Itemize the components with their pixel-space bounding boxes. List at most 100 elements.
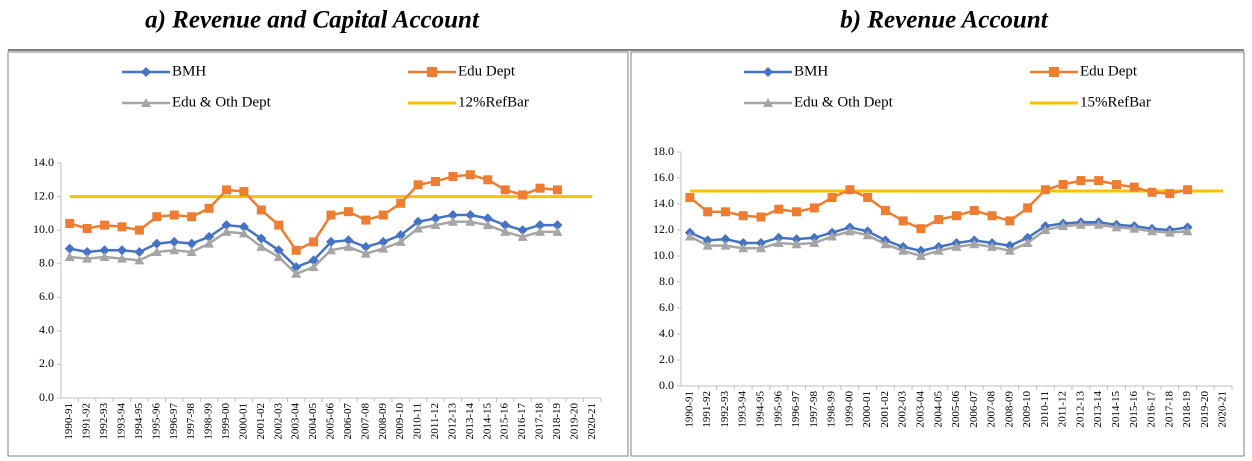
- marker: [291, 268, 302, 278]
- x-tick-label: 2013-14: [1092, 391, 1104, 428]
- y-tick-label: 4.0: [39, 323, 54, 337]
- marker: [308, 255, 319, 266]
- marker: [204, 231, 215, 242]
- marker: [465, 210, 476, 221]
- marker: [738, 243, 749, 253]
- marker: [186, 246, 197, 256]
- marker: [238, 221, 249, 232]
- marker: [256, 233, 267, 244]
- y-tick-label: 8.0: [659, 274, 674, 288]
- marker: [933, 245, 944, 255]
- marker: [99, 252, 110, 261]
- x-tick-label: 1999-00: [843, 391, 855, 428]
- marker: [134, 246, 145, 257]
- x-tick-label: 2008-09: [377, 403, 389, 440]
- marker: [1022, 238, 1033, 247]
- marker: [273, 252, 284, 261]
- chart-title: a) Revenue and Capital Account: [145, 7, 480, 34]
- marker: [378, 243, 389, 253]
- legend-label: Edu Dept: [1080, 63, 1138, 79]
- marker: [116, 245, 127, 256]
- x-tick-label: 2013-14: [464, 403, 476, 440]
- legend-label: Edu & Oth Dept: [172, 94, 272, 110]
- marker: [969, 206, 979, 215]
- marker: [256, 205, 266, 215]
- marker: [483, 175, 493, 185]
- legend-marker: [141, 67, 151, 77]
- marker: [482, 220, 493, 230]
- marker: [169, 245, 180, 255]
- marker: [1075, 219, 1086, 229]
- x-tick-label: 2009-10: [394, 403, 406, 440]
- marker: [360, 248, 371, 258]
- marker: [431, 176, 441, 186]
- marker: [934, 215, 944, 225]
- marker: [378, 236, 389, 247]
- legend-label: Edu Dept: [458, 63, 516, 79]
- marker: [82, 253, 93, 263]
- x-tick-label: 1995-96: [772, 391, 784, 428]
- marker: [518, 190, 528, 200]
- x-tick-label: 2010-11: [412, 403, 424, 439]
- marker: [535, 183, 545, 193]
- marker: [1165, 189, 1175, 199]
- marker: [100, 220, 110, 230]
- marker: [221, 185, 231, 195]
- marker: [274, 220, 284, 230]
- marker: [204, 203, 214, 213]
- marker: [898, 245, 909, 255]
- x-tick-label: 2015-16: [499, 403, 511, 440]
- marker: [535, 226, 546, 236]
- panel-frame: [7, 51, 629, 457]
- marker: [169, 210, 179, 220]
- marker: [844, 226, 855, 236]
- x-tick-label: 2004-05: [932, 391, 944, 428]
- marker: [1058, 180, 1068, 189]
- y-tick-label: 0.0: [659, 378, 674, 392]
- marker: [1129, 223, 1140, 233]
- x-tick-label: 2005-06: [950, 391, 962, 428]
- marker: [1005, 216, 1015, 226]
- marker: [969, 239, 980, 249]
- marker: [845, 185, 855, 195]
- x-tick-label: 2015-16: [1128, 391, 1140, 428]
- marker: [326, 236, 336, 247]
- x-tick-label: 2007-08: [359, 403, 371, 440]
- marker: [448, 171, 458, 181]
- marker: [916, 224, 926, 234]
- marker: [221, 226, 232, 236]
- marker: [1040, 225, 1051, 234]
- marker: [684, 231, 695, 241]
- x-tick-label: 1992-93: [98, 403, 110, 440]
- y-tick-label: 14.0: [653, 196, 674, 210]
- marker: [809, 203, 819, 213]
- legend-marker: [141, 98, 151, 107]
- marker: [915, 251, 926, 260]
- marker: [326, 210, 336, 220]
- x-tick-label: 1991-92: [81, 403, 93, 440]
- marker: [755, 238, 766, 248]
- marker: [792, 207, 802, 217]
- x-tick-label: 2011-12: [429, 403, 441, 439]
- x-tick-label: 2000-01: [861, 391, 873, 428]
- x-tick-label: 2016-17: [516, 403, 528, 440]
- marker: [117, 222, 127, 232]
- marker: [256, 241, 267, 251]
- marker: [791, 239, 802, 249]
- marker: [720, 207, 730, 217]
- marker: [343, 241, 354, 251]
- marker: [880, 206, 890, 215]
- marker: [239, 187, 249, 197]
- marker: [309, 237, 319, 247]
- marker: [1147, 187, 1157, 197]
- x-tick-label: 1994-95: [755, 391, 767, 428]
- marker: [552, 220, 563, 231]
- x-tick-label: 2018-19: [551, 403, 563, 440]
- marker: [221, 220, 232, 231]
- x-tick-label: 1994-95: [133, 403, 145, 440]
- marker: [326, 245, 336, 255]
- x-tick-label: 2001-02: [879, 391, 891, 428]
- marker: [809, 232, 820, 243]
- x-tick-label: 1998-99: [203, 403, 215, 440]
